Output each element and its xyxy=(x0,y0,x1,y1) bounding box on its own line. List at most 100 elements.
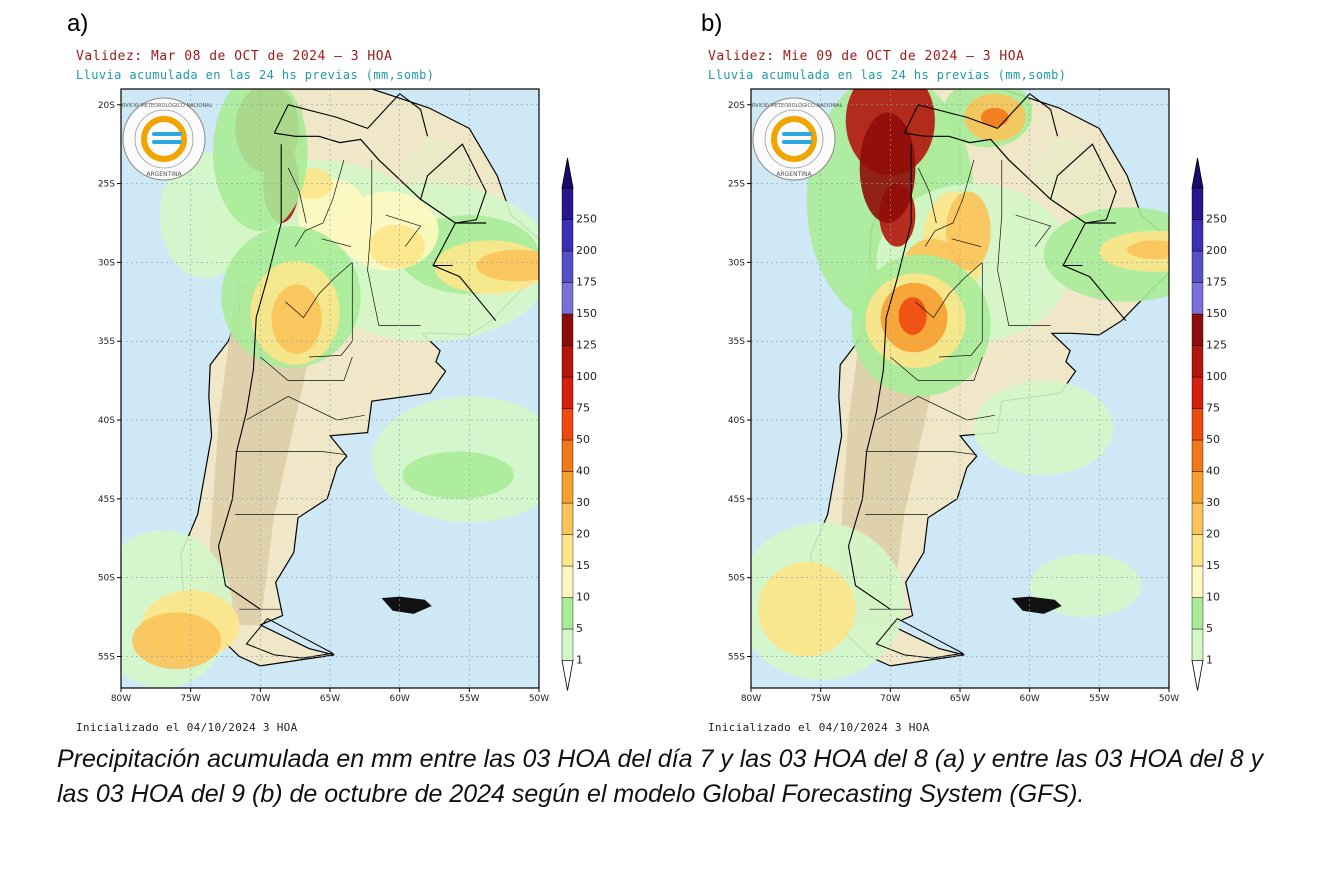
lon-tick-label: 80W xyxy=(741,694,761,704)
legend-swatch xyxy=(561,439,574,472)
legend-swatch xyxy=(1191,534,1204,567)
lat-tick-label: 35S xyxy=(98,337,115,347)
precip-area xyxy=(898,297,927,335)
country-border xyxy=(274,132,487,224)
precip-area xyxy=(1127,240,1169,260)
lat-tick-label: 50S xyxy=(98,574,115,584)
country-border xyxy=(1050,143,1117,224)
province-border xyxy=(246,396,365,421)
lon-tick-label: 50W xyxy=(529,694,549,704)
legend-label: 50 xyxy=(576,433,590,446)
legend-label: 1 xyxy=(1206,654,1213,667)
lon-tick-label: 70W xyxy=(250,694,270,704)
legend-label: 100 xyxy=(576,370,597,383)
legend-label: 175 xyxy=(1206,276,1227,289)
legend-label: 40 xyxy=(1206,465,1220,478)
legend-label: 20 xyxy=(576,528,590,541)
legend-swatch xyxy=(561,565,574,598)
precip-area xyxy=(859,112,916,223)
lat-tick-label: 55S xyxy=(98,652,115,662)
lat-tick-label: 30S xyxy=(98,258,115,268)
logo-text-bottom: ARGENTINA xyxy=(776,171,812,178)
logo-inner-ring xyxy=(134,109,194,169)
legend-label: 250 xyxy=(1206,213,1227,226)
legend-label: 30 xyxy=(576,496,590,509)
province-border xyxy=(260,356,353,381)
legend-swatch xyxy=(561,219,574,252)
province-border xyxy=(235,451,347,456)
province-border xyxy=(951,238,981,247)
lon-tick-label: 65W xyxy=(320,694,340,704)
malvinas-islands xyxy=(381,596,432,614)
legend-arrow-low xyxy=(1191,660,1204,691)
country-border xyxy=(904,132,1117,224)
init-date: Inicializado el 04/10/2024 3 HOA xyxy=(708,721,930,734)
legend-swatch xyxy=(1191,187,1204,220)
logo-text-top: SERVICIO METEOROLÓGICO NACIONAL xyxy=(746,102,843,109)
logo-sun xyxy=(141,116,187,162)
legend-swatch xyxy=(561,187,574,220)
legend-label: 200 xyxy=(1206,244,1227,257)
province-border xyxy=(309,262,353,358)
province-border xyxy=(915,262,983,319)
legend-label: 75 xyxy=(576,402,590,415)
legend-swatch xyxy=(1191,250,1204,283)
legend-label: 10 xyxy=(1206,591,1220,604)
country-border xyxy=(1062,264,1127,322)
country-border xyxy=(1062,222,1086,267)
precip-map-a: SERVICIO METEOROLÓGICO NACIONAL ARGENTINA… xyxy=(98,88,597,704)
logo-wave xyxy=(152,132,182,136)
legend-label: 15 xyxy=(1206,559,1220,572)
legend-swatch xyxy=(561,376,574,409)
precip-area xyxy=(1029,554,1142,618)
legend-swatch xyxy=(1191,502,1204,535)
legend-label: 1 xyxy=(576,654,583,667)
precip-area xyxy=(973,380,1114,476)
province-border xyxy=(287,167,307,224)
country-border xyxy=(273,92,429,137)
legend-label: 200 xyxy=(576,244,597,257)
lat-tick-label: 20S xyxy=(98,101,115,111)
smn-logo: SERVICIO METEOROLÓGICO NACIONAL ARGENTINA xyxy=(116,97,213,181)
panel-letter: a) xyxy=(67,10,89,37)
precip-area xyxy=(132,612,222,670)
legend-swatch xyxy=(1191,439,1204,472)
lon-tick-label: 80W xyxy=(111,694,131,704)
legend-swatch xyxy=(1191,219,1204,252)
logo-text-bottom: ARGENTINA xyxy=(146,171,182,178)
logo-sun xyxy=(771,116,817,162)
validity-title: Validez: Mar 08 de OCT de 2024 – 3 HOA xyxy=(76,49,393,64)
lat-tick-label: 25S xyxy=(98,180,115,190)
lat-tick-label: 45S xyxy=(98,495,115,505)
legend-swatch xyxy=(561,471,574,504)
lon-tick-label: 55W xyxy=(1089,694,1109,704)
precip-area xyxy=(476,249,539,282)
country-border xyxy=(903,92,1059,137)
legend-swatch xyxy=(1191,565,1204,598)
lon-tick-label: 75W xyxy=(810,694,830,704)
province-border xyxy=(890,356,983,381)
legend-swatch xyxy=(1191,282,1204,315)
malvinas-islands xyxy=(1011,596,1062,614)
legend-swatch xyxy=(561,502,574,535)
map-subtitle: Lluvia acumulada en las 24 hs previas (m… xyxy=(76,68,435,82)
legend-arrow-high xyxy=(1191,157,1204,189)
lat-tick-label: 45S xyxy=(728,495,745,505)
legend-swatch xyxy=(1191,628,1204,661)
province-border xyxy=(865,451,977,456)
init-date: Inicializado el 04/10/2024 3 HOA xyxy=(76,721,298,734)
country-border xyxy=(847,144,912,610)
logo-wave xyxy=(782,140,812,144)
precip-area xyxy=(369,224,425,269)
legend-label: 75 xyxy=(1206,402,1220,415)
figure-caption: Precipitación acumulada en mm entre las … xyxy=(57,745,1264,808)
logo-wave xyxy=(782,132,812,136)
legend-label: 100 xyxy=(1206,370,1227,383)
legend-arrow-high xyxy=(561,157,574,189)
precip-map-b: SERVICIO METEOROLÓGICO NACIONAL ARGENTINA… xyxy=(728,88,1227,704)
logo-text-top: SERVICIO METEOROLÓGICO NACIONAL xyxy=(116,102,213,109)
legend-swatch xyxy=(1191,471,1204,504)
legend-label: 150 xyxy=(1206,307,1227,320)
legend-swatch xyxy=(1191,376,1204,409)
country-border xyxy=(420,143,487,224)
